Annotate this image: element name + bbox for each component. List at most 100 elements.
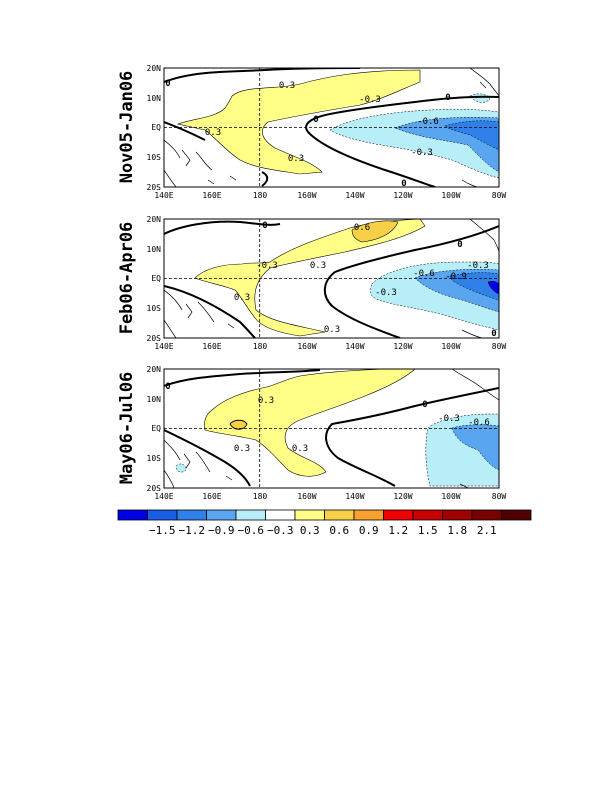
colorbar-label: −1.5	[149, 524, 176, 537]
negative-anomaly-region	[451, 424, 499, 471]
zero-contour	[164, 220, 281, 235]
positive-anomaly-region	[176, 69, 421, 175]
colorbar-swatch	[412, 509, 443, 521]
colorbar-swatch	[442, 509, 473, 521]
lon-tick: 140E	[154, 492, 173, 501]
lon-tick: 160W	[297, 492, 316, 501]
colorbar-label: 0.3	[300, 524, 320, 537]
lon-tick: 100W	[441, 492, 460, 501]
lat-tick: 10S	[147, 304, 162, 313]
zero-contour	[164, 121, 206, 141]
colorbar-labels: −1.5 −1.2 −0.9 −0.6 −0.3 0.3 0.6 0.9 1.2 1.5 1.8 2.…	[149, 524, 497, 537]
lat-tick: 10N	[147, 395, 162, 404]
colorbar-label: 0.6	[329, 524, 349, 537]
contour-label: -0.3	[359, 95, 381, 105]
zero-contour	[261, 171, 269, 187]
coastline	[164, 439, 233, 488]
contour-label: -0.3	[467, 261, 489, 271]
lat-tick: 20S	[147, 183, 162, 192]
lat-tick: 20S	[147, 484, 162, 493]
lon-tick: 180	[253, 342, 268, 351]
map-panel-1: 0.3 -0.3 -0.6 0.3 0.3 -0.3 0 0 0 0 20N 1…	[117, 64, 506, 200]
coastline	[164, 139, 237, 187]
contour-label: 0.3	[258, 396, 274, 406]
lon-tick: 100W	[441, 342, 460, 351]
map-panel-3: 0.3 -0.3 -0.6 0.3 0.3 0 0 20N 10N EQ 10S…	[117, 365, 506, 501]
negative-anomaly-region	[449, 272, 499, 301]
latitude-ticks: 20N 10N EQ 10S 20S	[147, 365, 162, 493]
lat-tick: 10S	[147, 153, 162, 162]
negative-anomaly-region	[175, 463, 187, 473]
colorbar-swatch	[265, 509, 296, 521]
lon-tick: 120W	[393, 191, 412, 200]
lon-tick: 100W	[441, 191, 460, 200]
season-label: Feb06-Apr06	[117, 222, 137, 335]
lat-tick: 20N	[147, 64, 162, 73]
positive-anomaly-region	[204, 369, 416, 477]
contour-label: 0.6	[354, 223, 370, 233]
coastline	[164, 289, 235, 338]
contour-label: -0.6	[468, 418, 490, 428]
contour-label: 0.3	[205, 128, 221, 138]
lon-tick: 160E	[202, 492, 221, 501]
colorbar-swatch	[176, 509, 207, 521]
lon-tick: 120W	[393, 492, 412, 501]
lon-tick: 140W	[345, 492, 364, 501]
lat-tick: 10S	[147, 454, 162, 463]
positive-anomaly-region	[351, 220, 399, 243]
map-frame	[163, 368, 500, 489]
zero-label: 0	[457, 240, 462, 250]
colorbar-swatch	[206, 509, 237, 521]
colorbar-swatch	[471, 509, 502, 521]
map-frame	[163, 218, 500, 339]
lat-tick: 10N	[147, 245, 162, 254]
lon-tick: 180	[253, 492, 268, 501]
zero-label: 0	[491, 329, 496, 339]
colorbar-swatch	[117, 509, 148, 521]
longitude-ticks: 140E 160E 180 160W 140W 120W 100W 80W	[154, 492, 506, 501]
zero-label: 0	[401, 179, 406, 189]
colorbar-label: 1.5	[418, 524, 438, 537]
colorbar-label: 1.8	[447, 524, 467, 537]
zero-contour	[325, 387, 499, 487]
coastline	[451, 369, 499, 488]
lon-tick: 120W	[393, 342, 412, 351]
zero-label: 0	[445, 93, 450, 103]
colorbar-label: 2.1	[477, 524, 497, 537]
lon-tick: 140W	[345, 342, 364, 351]
map-frame	[163, 67, 500, 188]
longitude-ticks: 140E 160E 180 160W 140W 120W 100W 80W	[154, 191, 506, 200]
colorbar-label: 1.2	[388, 524, 408, 537]
latitude-ticks: 20N 10N EQ 10S 20S	[147, 215, 162, 343]
season-label: May06-Jul06	[117, 372, 137, 485]
contour-label: -0.9	[445, 272, 467, 282]
contour-label: 0.3	[288, 154, 304, 164]
contour-label: -0.6	[413, 269, 435, 279]
lat-tick: EQ	[151, 424, 161, 433]
zero-contour	[323, 225, 499, 338]
colorbar-label: −0.6	[238, 524, 265, 537]
lon-tick: 160E	[202, 191, 221, 200]
contour-labels: 0.3 -0.3 -0.6 0.3 0.3 0 0	[165, 382, 490, 454]
lon-tick: 160E	[202, 342, 221, 351]
contour-labels: 0.6 -0.3 0.3 -0.6 -0.9 -0.3 0.3 0.3 -0.3…	[234, 221, 497, 339]
lon-tick: 140W	[345, 191, 364, 200]
contour-labels: 0.3 -0.3 -0.6 0.3 0.3 -0.3 0 0 0 0	[165, 79, 450, 189]
lat-tick: 20N	[147, 215, 162, 224]
zero-label: 0	[313, 115, 318, 125]
colorbar: −1.5 −1.2 −0.9 −0.6 −0.3 0.3 0.6 0.9 1.2 1.5 1.8 2.…	[117, 509, 532, 537]
contour-label: -0.6	[417, 117, 439, 127]
longitude-ticks: 140E 160E 180 160W 140W 120W 100W 80W	[154, 342, 506, 351]
negative-anomaly-region	[444, 120, 499, 151]
contour-label: 0.3	[324, 325, 340, 335]
zero-label: 0	[422, 400, 427, 410]
colorbar-label: −0.3	[267, 524, 294, 537]
lon-tick: 140E	[154, 191, 173, 200]
lon-tick: 80W	[492, 191, 507, 200]
contour-label: 0.3	[292, 444, 308, 454]
zero-label: 0	[165, 79, 170, 89]
lon-tick: 140E	[154, 342, 173, 351]
zero-label: 0	[262, 221, 267, 231]
lat-tick: EQ	[151, 123, 161, 132]
